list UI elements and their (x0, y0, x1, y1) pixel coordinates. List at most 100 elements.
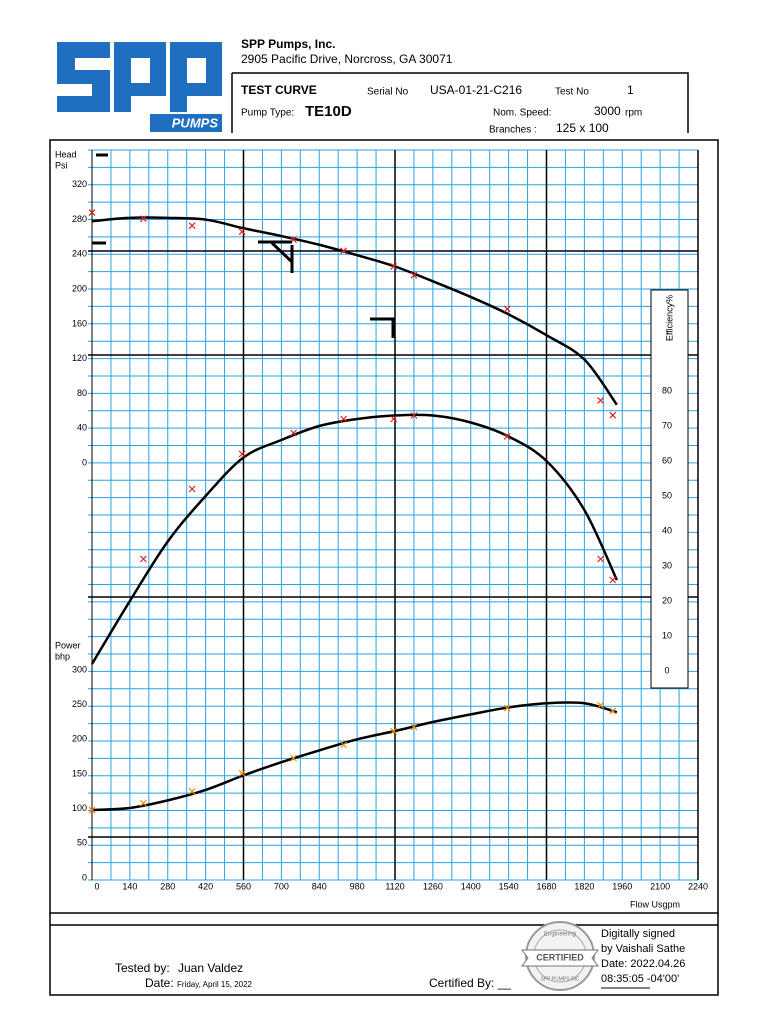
test-point (88, 209, 96, 217)
test-point (340, 415, 348, 423)
y3-tick-label: 200 (72, 734, 87, 744)
pump-type: TE10D (305, 103, 352, 120)
y3-tick-label: 100 (72, 803, 87, 813)
date: Friday, April 15, 2022 (177, 980, 253, 989)
test-point (390, 263, 398, 270)
y-tick-label: 160 (72, 318, 87, 328)
test-point (340, 247, 348, 255)
test-point (410, 412, 418, 419)
x-tick-label: 1400 (461, 881, 481, 891)
tested-by-label: Tested by: (115, 961, 170, 975)
test-point (410, 723, 418, 731)
y3-tick-label: 250 (72, 699, 87, 709)
test-no: 1 (627, 83, 634, 97)
y-tick-label: 240 (72, 249, 87, 259)
x-tick-label: 1820 (574, 881, 594, 891)
y2-tick-label: 30 (662, 560, 672, 570)
test-point (139, 215, 147, 223)
test-point (238, 769, 246, 777)
y2-tick-label: 20 (662, 595, 672, 605)
signature: by Vaishali Sathe (601, 943, 685, 955)
x-tick-label: 280 (160, 881, 175, 891)
y-tick-label: 120 (72, 353, 87, 363)
y3-label: bhp (55, 651, 70, 661)
efficiency-box (650, 289, 689, 689)
speed: 3000 (594, 104, 621, 118)
title: TEST CURVE (241, 83, 317, 97)
y2-tick-label: 50 (662, 490, 672, 500)
y2-tick-label: 60 (662, 455, 672, 465)
test-no-label: Test No (555, 87, 589, 98)
test-point (609, 411, 617, 419)
test-point (390, 415, 398, 423)
x-tick-label: 840 (312, 881, 327, 891)
y2-tick-label: 40 (662, 525, 672, 535)
test-point (597, 701, 605, 709)
header-box (231, 72, 689, 133)
test-point (597, 396, 605, 404)
certified-by: Certified By: __ (429, 976, 511, 990)
test-point (188, 485, 196, 493)
speed-unit: rpm (625, 108, 642, 119)
test-point (390, 727, 398, 735)
test-point (503, 433, 511, 440)
x-tick-label: 1260 (423, 881, 443, 891)
logo-text: PUMPS (172, 115, 219, 130)
x-label: Flow Usgpm (630, 899, 680, 909)
branches-label: Branches : (489, 125, 537, 136)
signature: 08:35:05 -04'00' (601, 973, 679, 985)
test-point (139, 799, 147, 807)
grid (88, 149, 699, 881)
x-tick-label: 700 (274, 881, 289, 891)
test-point (503, 704, 511, 712)
x-tick-label: 420 (198, 881, 213, 891)
stamp-top: Engineering (544, 932, 576, 938)
x-tick-label: 0 (94, 881, 99, 891)
y-label: Psi (55, 160, 68, 170)
y3-tick-label: 0 (82, 872, 87, 882)
y3-tick-label: 150 (72, 768, 87, 778)
y2-tick-label: 80 (662, 385, 672, 395)
test-point (609, 707, 617, 715)
pump-type-label: Pump Type: (241, 108, 294, 119)
y-tick-label: 40 (77, 423, 87, 433)
speed-label: Nom. Speed: (493, 108, 551, 119)
test-point (340, 741, 348, 749)
signature: Digitally signed (601, 928, 675, 940)
y-tick-label: 0 (82, 457, 87, 467)
test-point (238, 228, 246, 236)
curve (91, 701, 618, 812)
stamp (521, 921, 599, 991)
curve (91, 216, 618, 406)
x-tick-label: 1120 (385, 881, 404, 891)
date-label: Date: (145, 976, 174, 990)
tested-by: Juan Valdez (178, 961, 243, 975)
y2-tick-label: 10 (662, 630, 672, 640)
branches: 125 x 100 (556, 121, 609, 135)
test-point (88, 806, 96, 814)
test-point (139, 555, 147, 563)
y3-tick-label: 300 (72, 664, 87, 674)
y-tick-label: 200 (72, 283, 87, 293)
stamp-bottom: SPP PUMPS INC (540, 976, 579, 982)
test-point (410, 271, 418, 279)
y2-tick-label: 0 (664, 665, 669, 675)
address: 2905 Pacific Drive, Norcross, GA 30071 (241, 52, 453, 66)
logo (57, 42, 222, 132)
y-label: Head (55, 149, 77, 159)
x-tick-label: 560 (236, 881, 251, 891)
x-tick-label: 1540 (499, 881, 519, 891)
curve (90, 413, 618, 665)
test-point (597, 555, 605, 563)
x-tick-label: 1680 (536, 881, 556, 891)
serial: USA-01-21-C216 (430, 83, 522, 97)
x-tick-label: 980 (350, 881, 365, 891)
y2-tick-label: 70 (662, 420, 672, 430)
y2-label: Efficiency% (664, 295, 674, 341)
y-tick-label: 280 (72, 214, 87, 224)
y3-tick-label: 50 (77, 838, 87, 848)
signature: Date: 2022.04.26 (601, 958, 685, 970)
test-point (188, 787, 196, 795)
pen-marks (92, 153, 395, 338)
